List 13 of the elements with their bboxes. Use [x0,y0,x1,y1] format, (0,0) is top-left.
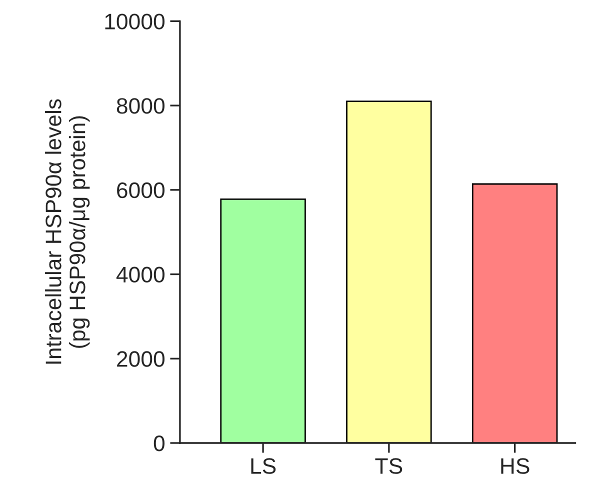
x-tick-label: LS [251,458,276,474]
bar [220,198,306,443]
bar [346,100,432,443]
bar [472,183,558,443]
y-axis-title: Intracellular HSP90α levels (pg HSP90α/μg protein) [45,99,90,364]
y-tick-label: 10000 [105,14,165,30]
y-tick-label: 6000 [117,182,165,198]
y-tick-label: 4000 [116,266,165,283]
y-tick-label: 8000 [116,98,165,114]
x-tick-label: HS [501,458,530,474]
y-tick-label: 2000 [117,351,165,367]
x-tick-label: TS [375,458,402,474]
y-tick-label: 0 [154,436,164,452]
